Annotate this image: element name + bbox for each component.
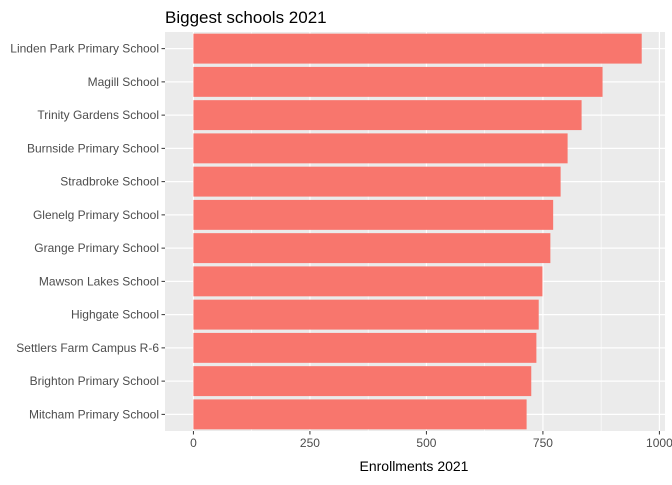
x-axis: 0 250 500 750 1000 (190, 431, 672, 450)
y-tick-label: Glenelg Primary School (33, 208, 159, 222)
y-tick-label: Highgate School (71, 308, 159, 322)
y-tick-label: Brighton Primary School (30, 374, 159, 388)
x-tick-label: 500 (416, 436, 436, 450)
chart-title: Biggest schools 2021 (165, 8, 327, 27)
bar (193, 266, 543, 297)
bar (193, 33, 642, 64)
x-tick-label: 750 (533, 436, 553, 450)
bar (193, 233, 551, 264)
y-tick-label: Stradbroke School (60, 175, 159, 189)
y-tick-label: Magill School (88, 75, 159, 89)
y-axis: Linden Park Primary School Magill School T… (10, 42, 165, 421)
y-tick-label: Trinity Gardens School (37, 108, 159, 122)
y-tick-label: Mitcham Primary School (29, 407, 159, 421)
bars (193, 33, 642, 430)
x-tick-label: 250 (300, 436, 320, 450)
bar (193, 100, 582, 131)
grid-minor (251, 32, 602, 431)
y-tick-label: Burnside Primary School (27, 141, 159, 155)
bar (193, 166, 561, 197)
x-axis-title: Enrollments 2021 (360, 458, 469, 474)
plot-panel (165, 32, 665, 431)
y-tick-label: Mawson Lakes School (39, 274, 159, 288)
bar (193, 133, 568, 164)
bar (193, 199, 554, 230)
bar (193, 299, 539, 330)
bar (193, 399, 527, 430)
bar (193, 366, 532, 397)
y-tick-label: Grange Primary School (34, 241, 159, 255)
bar (193, 66, 603, 97)
y-tick-label: Linden Park Primary School (10, 42, 159, 56)
x-tick-label: 1000 (646, 436, 672, 450)
x-tick-label: 0 (190, 436, 197, 450)
bar (193, 332, 537, 363)
y-tick-label: Settlers Farm Campus R-6 (16, 341, 159, 355)
